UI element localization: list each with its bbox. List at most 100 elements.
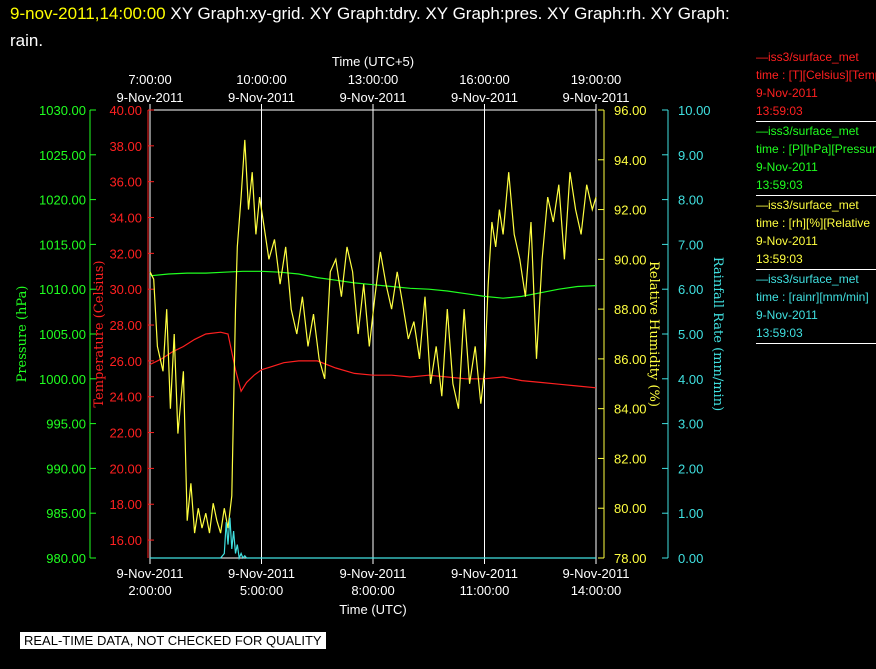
quality-disclaimer: REAL-TIME DATA, NOT CHECKED FOR QUALITY [20, 632, 326, 649]
y-tick-label: 980.00 [46, 551, 86, 566]
y-tick-label: 32.00 [109, 246, 142, 261]
x-tick-time: 2:00:00 [128, 583, 171, 598]
series-line-relative-humidity [149, 139, 597, 534]
y-tick-label: 86.00 [614, 352, 647, 367]
y-axis-title: Temperature (Celsius) [92, 260, 107, 407]
y-tick-label: 1020.00 [39, 193, 86, 208]
y-tick-label: 5.00 [678, 327, 703, 342]
legend-entry-temperature[interactable]: —iss3/surface_met time : [T][Celsius][Te… [756, 48, 876, 122]
y-tick-label: 1.00 [678, 506, 703, 521]
top-tick-date: 9-Nov-2011 [117, 90, 184, 105]
top-tick-date: 9-Nov-2011 [451, 90, 518, 105]
top-tick-date: 9-Nov-2011 [340, 90, 407, 105]
y-tick-label: 26.00 [109, 354, 142, 369]
graph-title-line-2: rain. [10, 31, 44, 50]
series-line-pressure [149, 270, 597, 299]
y-tick-label: 2.00 [678, 461, 703, 476]
y-tick-label: 995.00 [46, 417, 86, 432]
legend-desc: time : [T][Celsius][Temp [756, 68, 876, 82]
top-tick-date: 9-Nov-2011 [228, 90, 295, 105]
legend-name: —iss3/surface_met [756, 272, 859, 286]
y-tick-label: 985.00 [46, 506, 86, 521]
legend-time: 13:59:03 [756, 252, 803, 266]
y-tick-label: 94.00 [614, 153, 647, 168]
y-tick-label: 90.00 [614, 252, 647, 267]
top-tick-time: 7:00:00 [128, 72, 171, 87]
y-tick-label: 84.00 [614, 402, 647, 417]
legend-time: 13:59:03 [756, 178, 803, 192]
legend-name: —iss3/surface_met [756, 50, 859, 64]
y-tick-label: 1025.00 [39, 148, 86, 163]
y-axis-title: Rainfall Rate (mm/min) [710, 257, 725, 411]
legend-entry-rainfall[interactable]: —iss3/surface_met time : [rainr][mm/min]… [756, 270, 876, 344]
legend-date: 9-Nov-2011 [756, 86, 818, 100]
y-tick-label: 88.00 [614, 302, 647, 317]
graph-timestamp: 9-nov-2011,14:00:00 [10, 4, 166, 23]
y-tick-label: 34.00 [109, 211, 142, 226]
x-tick-date: 9-Nov-2011 [228, 566, 295, 581]
y-tick-label: 92.00 [614, 203, 647, 218]
legend-time: 13:59:03 [756, 104, 803, 118]
legend-name: —iss3/surface_met [756, 124, 859, 138]
x-tick-date: 9-Nov-2011 [340, 566, 407, 581]
y-tick-label: 36.00 [109, 175, 142, 190]
y-tick-label: 3.00 [678, 417, 703, 432]
y-tick-label: 40.00 [109, 103, 142, 118]
legend-date: 9-Nov-2011 [756, 308, 818, 322]
legend-time: 13:59:03 [756, 326, 803, 340]
legend-desc: time : [rainr][mm/min] [756, 290, 869, 304]
y-tick-label: 38.00 [109, 139, 142, 154]
y-tick-label: 96.00 [614, 103, 647, 118]
y-tick-label: 78.00 [614, 551, 647, 566]
y-tick-label: 7.00 [678, 237, 703, 252]
top-tick-time: 16:00:00 [459, 72, 510, 87]
y-axis-title: Pressure (hPa) [15, 286, 30, 383]
y-tick-label: 10.00 [678, 103, 711, 118]
y-tick-label: 24.00 [109, 390, 142, 405]
legend-date: 9-Nov-2011 [756, 234, 818, 248]
legend-entry-humidity[interactable]: —iss3/surface_met time : [rh][%][Relativ… [756, 196, 876, 270]
y-tick-label: 16.00 [109, 533, 142, 548]
series-line-temperature [149, 331, 597, 393]
y-tick-label: 80.00 [614, 501, 647, 516]
y-tick-label: 4.00 [678, 372, 703, 387]
y-tick-label: 990.00 [46, 461, 86, 476]
graph-title: XY Graph:xy-grid. XY Graph:tdry. XY Grap… [165, 4, 730, 23]
y-tick-label: 20.00 [109, 461, 142, 476]
graph-title-line-1: 9-nov-2011,14:00:00 XY Graph:xy-grid. XY… [10, 4, 730, 24]
legend-desc: time : [P][hPa][Pressure [756, 142, 876, 156]
top-axis-label: Time (UTC+5) [332, 54, 414, 69]
y-tick-label: 6.00 [678, 282, 703, 297]
y-tick-label: 1015.00 [39, 237, 86, 252]
legend: —iss3/surface_met time : [T][Celsius][Te… [756, 48, 876, 344]
bottom-axis-label: Time (UTC) [339, 602, 406, 617]
top-tick-time: 10:00:00 [236, 72, 287, 87]
legend-desc: time : [rh][%][Relative [756, 216, 871, 230]
y-tick-label: 1005.00 [39, 327, 86, 342]
y-tick-label: 9.00 [678, 148, 703, 163]
top-tick-time: 13:00:00 [348, 72, 399, 87]
x-tick-time: 11:00:00 [460, 583, 510, 598]
y-tick-label: 28.00 [109, 318, 142, 333]
y-tick-label: 30.00 [109, 282, 142, 297]
series-line-rainfall-rate [150, 517, 596, 561]
y-tick-label: 1030.00 [39, 103, 86, 118]
legend-name: —iss3/surface_met [756, 198, 859, 212]
y-tick-label: 18.00 [109, 497, 142, 512]
y-tick-label: 0.00 [678, 551, 703, 566]
x-tick-date: 9-Nov-2011 [563, 566, 630, 581]
x-tick-time: 8:00:00 [351, 583, 394, 598]
top-tick-time: 19:00:00 [571, 72, 622, 87]
y-axis-title: Relative Humidity (%) [646, 261, 661, 407]
y-tick-label: 22.00 [109, 426, 142, 441]
y-tick-label: 1010.00 [39, 282, 86, 297]
y-tick-label: 1000.00 [39, 372, 86, 387]
legend-date: 9-Nov-2011 [756, 160, 818, 174]
x-tick-date: 9-Nov-2011 [451, 566, 518, 581]
legend-entry-pressure[interactable]: —iss3/surface_met time : [P][hPa][Pressu… [756, 122, 876, 196]
x-tick-date: 9-Nov-2011 [117, 566, 184, 581]
x-tick-time: 5:00:00 [240, 583, 283, 598]
top-tick-date: 9-Nov-2011 [563, 90, 630, 105]
x-tick-time: 14:00:00 [571, 583, 622, 598]
